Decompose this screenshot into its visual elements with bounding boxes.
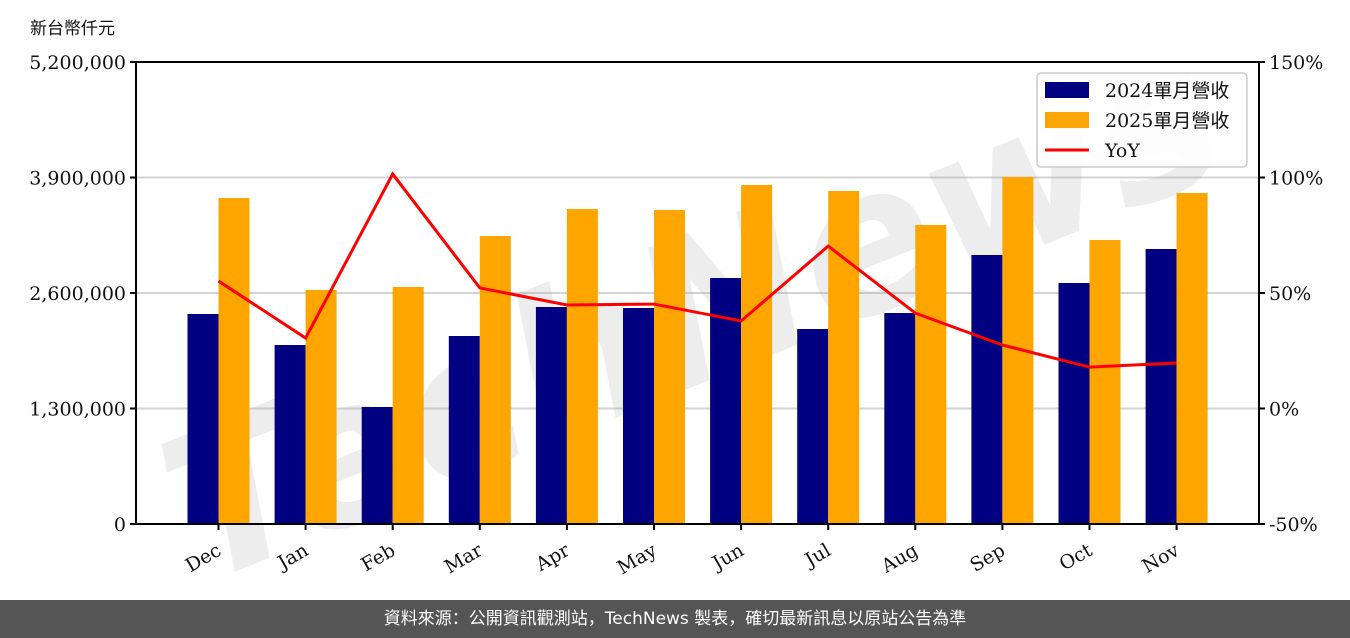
svg-text:Apr: Apr: [531, 539, 574, 576]
svg-text:0%: 0%: [1269, 399, 1299, 421]
bar-jan-2025: [305, 289, 337, 524]
svg-text:1,300,000: 1,300,000: [29, 399, 126, 421]
bar-apr-2024: [535, 307, 567, 524]
svg-text:Mar: Mar: [441, 539, 487, 578]
bar-jul-2024: [797, 329, 829, 524]
y-axis-unit-label: 新台幣仟元: [30, 19, 115, 39]
bar-mar-2024: [448, 336, 480, 524]
legend-label: YoY: [1104, 140, 1140, 162]
svg-text:3,900,000: 3,900,000: [29, 168, 126, 190]
bar-nov-2024: [1145, 249, 1177, 524]
bar-mar-2025: [479, 235, 511, 524]
right-y-axis: -50% 0% 50% 100% 150%: [1259, 52, 1323, 536]
bar-aug-2024: [884, 312, 916, 524]
svg-text:100%: 100%: [1269, 168, 1323, 190]
bars: [187, 177, 1208, 525]
bar-may-2025: [654, 209, 685, 524]
bar-feb-2025: [392, 287, 424, 524]
svg-text:2,600,000: 2,600,000: [29, 283, 126, 305]
bar-nov-2025: [1176, 193, 1208, 524]
svg-text:Aug: Aug: [877, 539, 922, 578]
bar-oct-2024: [1058, 282, 1090, 524]
svg-text:Jul: Jul: [800, 539, 835, 572]
yoy-line: [217, 171, 1177, 369]
revenue-chart: TechNews01,300,0002,600,0003,900,0005,20…: [29, 0, 1323, 600]
legend-label: 2025單月營收: [1105, 110, 1229, 132]
svg-text:Oct: Oct: [1056, 539, 1097, 575]
svg-text:Nov: Nov: [1138, 539, 1183, 578]
svg-text:50%: 50%: [1269, 283, 1311, 305]
bar-may-2024: [623, 307, 654, 524]
svg-text:5,200,000: 5,200,000: [29, 52, 126, 74]
svg-text:0: 0: [114, 514, 126, 536]
svg-text:Jun: Jun: [707, 539, 748, 575]
bar-feb-2024: [361, 406, 393, 524]
bar-sep-2024: [971, 255, 1003, 525]
svg-text:-50%: -50%: [1269, 514, 1318, 536]
bar-oct-2025: [1089, 240, 1121, 524]
bar-aug-2025: [915, 224, 947, 525]
bar-jan-2024: [274, 345, 306, 524]
bar-apr-2025: [566, 209, 598, 524]
bar-dec-2025: [218, 197, 250, 524]
legend-label: 2024單月營收: [1105, 80, 1229, 102]
svg-text:150%: 150%: [1269, 52, 1323, 74]
legend: 2024單月營收 2025單月營收 YoY: [1036, 72, 1248, 168]
bar-jul-2025: [828, 191, 860, 524]
left-y-axis: 0 1,300,000 2,600,000 3,900,000 5,200,000: [29, 52, 136, 536]
svg-text:Sep: Sep: [966, 539, 1009, 576]
bar-dec-2024: [187, 314, 219, 524]
svg-text:May: May: [614, 539, 661, 579]
source-footer: 資料來源：公開資訊觀測站，TechNews 製表，確切最新訊息以原站公告為準: [0, 600, 1350, 638]
bar-jun-2025: [741, 184, 773, 525]
